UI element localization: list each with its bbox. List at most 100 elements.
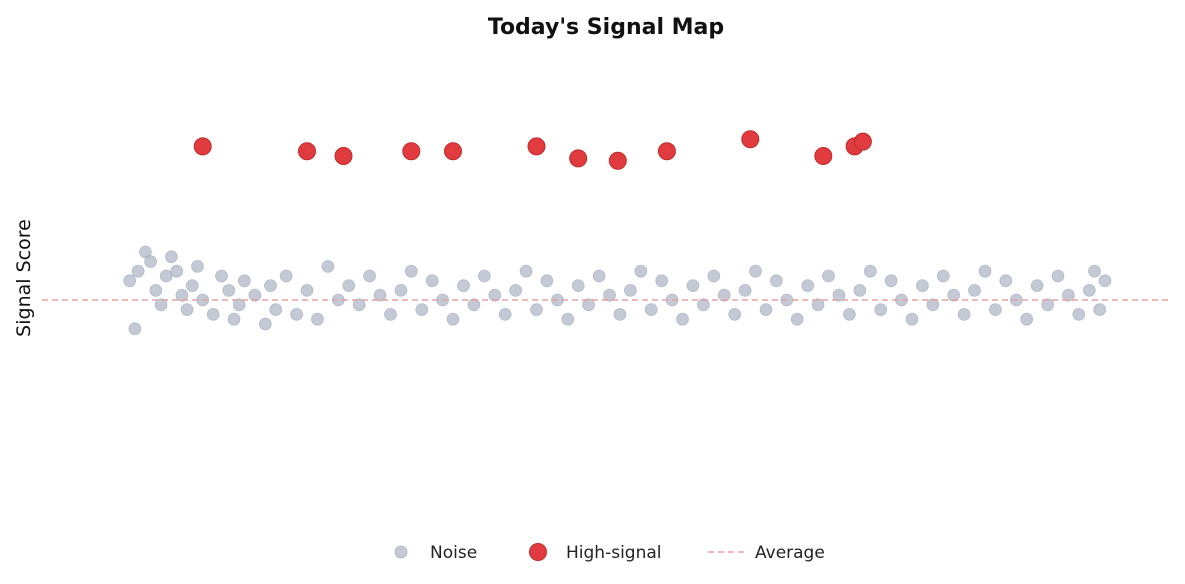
- noise-point: [655, 274, 669, 288]
- noise-point: [978, 264, 992, 278]
- noise-point: [957, 307, 971, 321]
- noise-point: [1051, 269, 1065, 283]
- noise-point: [258, 317, 272, 331]
- noise-point: [1041, 298, 1054, 312]
- noise-point: [926, 298, 940, 312]
- noise-point: [384, 307, 397, 321]
- high-signal-point: [608, 151, 627, 170]
- noise-point: [1082, 283, 1096, 297]
- noise-point: [1062, 288, 1075, 302]
- noise-point: [540, 274, 554, 288]
- noise-point: [582, 298, 595, 312]
- high-signal-point: [402, 142, 421, 161]
- noise-point: [770, 274, 783, 288]
- noise-point: [352, 298, 366, 312]
- noise-point: [488, 288, 502, 302]
- noise-point: [1093, 303, 1107, 317]
- noise-point: [300, 283, 314, 297]
- noise-point: [415, 303, 429, 317]
- high-signal-point: [569, 149, 588, 168]
- noise-point: [822, 269, 835, 283]
- noise-point: [728, 307, 742, 321]
- noise-point: [561, 312, 575, 326]
- noise-point: [947, 288, 961, 302]
- noise-point: [269, 303, 283, 317]
- noise-point: [832, 288, 846, 302]
- noise-point: [457, 279, 470, 293]
- noise-point: [644, 303, 658, 317]
- noise-point: [1020, 312, 1034, 326]
- noise-point: [905, 312, 919, 326]
- noise-point: [968, 283, 981, 297]
- noise-point: [989, 303, 1002, 317]
- high-signal-point: [193, 137, 212, 156]
- noise-point: [676, 312, 689, 326]
- noise-point: [1098, 274, 1112, 288]
- noise-point: [342, 279, 356, 293]
- noise-point: [373, 288, 387, 302]
- high-signal-point: [444, 142, 462, 161]
- noise-point: [801, 279, 815, 293]
- noise-point: [363, 269, 377, 283]
- noise-point: [446, 312, 460, 326]
- noise-series: [123, 245, 1112, 336]
- noise-point: [180, 303, 194, 317]
- noise-point: [916, 279, 929, 293]
- noise-point: [1072, 307, 1086, 321]
- high-signal-point: [527, 137, 546, 156]
- noise-point: [159, 269, 173, 283]
- noise-point: [185, 279, 199, 293]
- noise-point: [227, 312, 241, 326]
- noise-point: [624, 283, 637, 297]
- high-signal-point: [741, 130, 760, 149]
- noise-point: [144, 255, 158, 269]
- noise-point: [394, 283, 408, 297]
- noise-point: [686, 279, 700, 293]
- noise-point: [759, 303, 773, 317]
- noise-point: [154, 298, 168, 312]
- noise-point: [248, 288, 262, 302]
- legend-label: Noise: [430, 543, 477, 563]
- noise-point: [738, 283, 752, 297]
- noise-point: [717, 288, 731, 302]
- high-signal-series: [193, 130, 872, 170]
- noise-point: [603, 288, 616, 302]
- noise-point: [884, 274, 898, 288]
- noise-point: [311, 312, 324, 326]
- high-signal-point: [814, 147, 833, 165]
- noise-point: [232, 298, 246, 312]
- noise-point: [264, 279, 277, 293]
- legend-noise-swatch: [394, 545, 408, 559]
- noise-point: [874, 303, 888, 317]
- noise-point: [853, 283, 867, 297]
- noise-point: [175, 288, 189, 302]
- high-signal-point: [853, 132, 872, 151]
- noise-point: [191, 259, 204, 273]
- chart-title: Today's Signal Map: [488, 15, 724, 40]
- noise-point: [164, 250, 178, 264]
- legend: Noise High-signal Average: [394, 543, 825, 563]
- y-axis-label: Signal Score: [13, 219, 35, 337]
- noise-point: [279, 269, 293, 283]
- noise-point: [1030, 279, 1044, 293]
- noise-point: [149, 283, 163, 297]
- noise-point: [697, 298, 710, 312]
- noise-point: [592, 269, 606, 283]
- high-signal-point: [298, 142, 316, 161]
- noise-point: [509, 283, 522, 297]
- noise-point: [811, 298, 825, 312]
- noise-point: [222, 283, 236, 297]
- noise-point: [613, 307, 627, 321]
- legend-high-signal-swatch: [529, 543, 547, 561]
- noise-point: [634, 264, 648, 278]
- high-signal-point: [657, 142, 676, 161]
- noise-point: [936, 269, 950, 283]
- noise-point: [749, 264, 762, 278]
- noise-point: [477, 269, 491, 283]
- noise-point: [404, 264, 418, 278]
- legend-label: High-signal: [566, 543, 662, 563]
- noise-point: [170, 264, 184, 278]
- noise-point: [498, 307, 512, 321]
- noise-point: [131, 264, 145, 278]
